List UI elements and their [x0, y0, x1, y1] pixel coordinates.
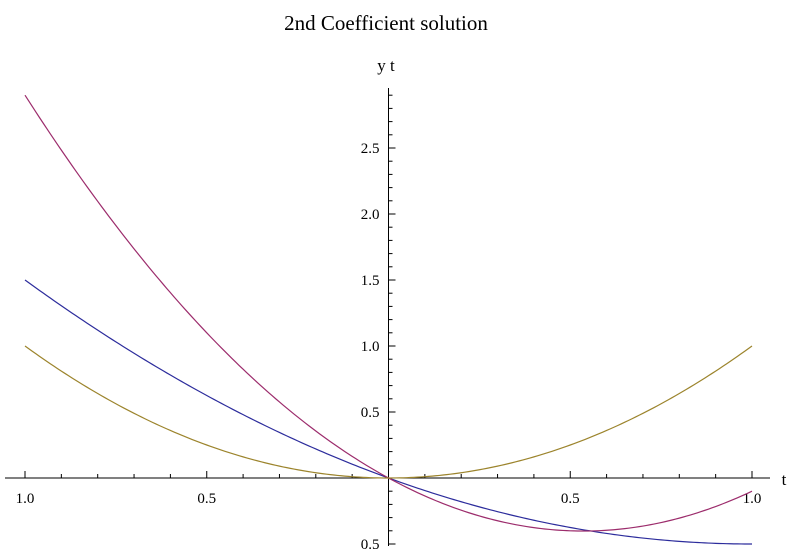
y-tick-label: 2.5 — [361, 141, 380, 157]
axes: 1.0 0.5 0.5 1.0 0.5 0.5 1.0 1.5 2.0 2.5 — [5, 88, 770, 553]
chart-title: 2nd Coefficient solution — [284, 11, 488, 35]
y-tick-label: 0.5 — [361, 537, 380, 553]
x-axis-label: t — [782, 470, 787, 489]
series-group — [24, 94, 753, 545]
y-tick-label: 0.5 — [361, 405, 380, 421]
y-tick-label: 1.0 — [361, 339, 380, 355]
x-tick-label: 1.0 — [16, 491, 35, 507]
series-line-3 — [24, 345, 753, 479]
y-axis-label: y t — [377, 56, 395, 75]
x-tick-label: 1.0 — [743, 491, 762, 507]
x-tick-label: 0.5 — [561, 491, 580, 507]
y-tick-label: 2.0 — [361, 207, 380, 223]
y-tick-label: 1.5 — [361, 273, 380, 289]
x-tick-label: 0.5 — [197, 491, 216, 507]
